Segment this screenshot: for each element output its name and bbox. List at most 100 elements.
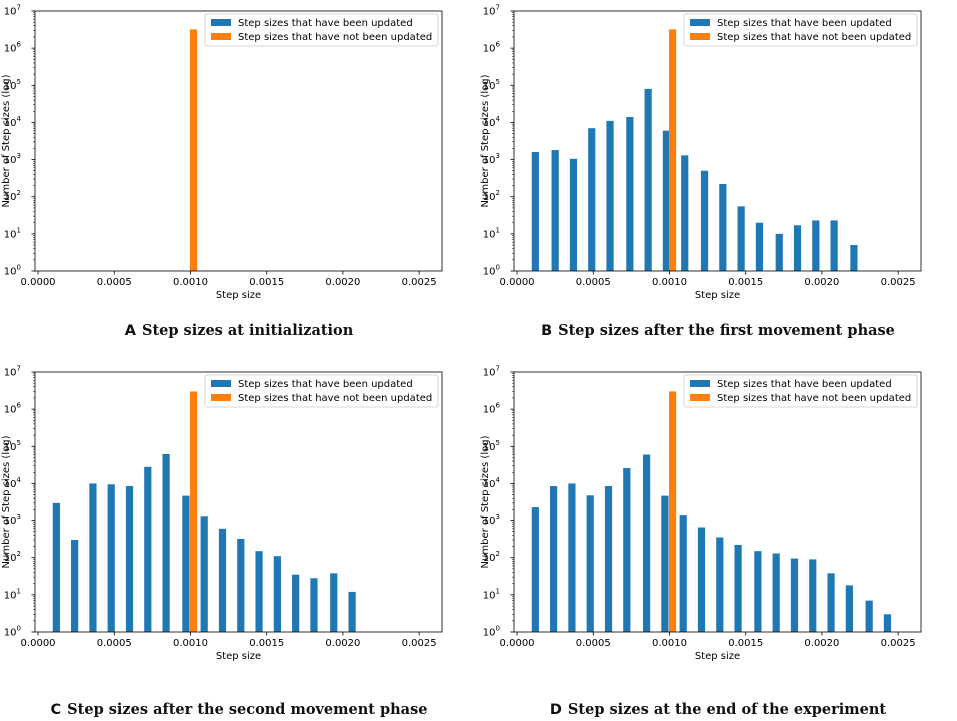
x-tick-label: 0.0010 bbox=[652, 638, 687, 649]
y-axis-label: Number of Step sizes (log) bbox=[480, 74, 491, 207]
legend-label: Step sizes that have not been updated bbox=[238, 393, 432, 404]
y-tick-exponent: 4 bbox=[496, 476, 501, 484]
bar-updated bbox=[52, 502, 60, 632]
bar-updated bbox=[550, 486, 558, 632]
y-tick-label: 106 bbox=[483, 402, 501, 416]
legend-swatch bbox=[690, 394, 710, 401]
panel-b: 0.0000 0.0005 0.0010 0.0015 0.0020 0.0025 100 1… bbox=[479, 0, 957, 360]
bar-updated bbox=[697, 527, 706, 632]
x-tick-label: 0.0025 bbox=[402, 638, 437, 649]
y-tick-exponent: 1 bbox=[17, 226, 21, 234]
legend-label: Step sizes that have not been updated bbox=[717, 393, 911, 404]
x-tick-label: 0.0005 bbox=[97, 638, 132, 649]
y-tick-exponent: 5 bbox=[496, 78, 500, 86]
y-tick-label: 100 bbox=[483, 625, 500, 639]
bar-updated bbox=[809, 559, 817, 632]
y-tick-exponent: 3 bbox=[17, 152, 21, 160]
bar-updated bbox=[89, 483, 97, 632]
legend-box bbox=[683, 374, 918, 408]
bar-updated bbox=[237, 538, 245, 632]
bar-updated bbox=[588, 128, 596, 271]
bar-updated bbox=[310, 578, 318, 632]
bar-not-updated bbox=[668, 391, 677, 632]
y-tick-label: 106 bbox=[4, 402, 22, 416]
y-tick-exponent: 5 bbox=[17, 78, 21, 86]
bar-updated bbox=[755, 222, 764, 271]
y-tick-label: 101 bbox=[4, 226, 21, 240]
bar-updated bbox=[623, 468, 631, 632]
x-axis-label: Step size bbox=[695, 290, 740, 301]
caption-d: D Step sizes at the end of the experiment bbox=[479, 701, 957, 718]
legend-swatch bbox=[211, 394, 231, 401]
bar-updated bbox=[200, 516, 208, 632]
y-axis-label: Number of Step sizes (log) bbox=[480, 435, 491, 568]
y-tick-exponent: 4 bbox=[17, 476, 22, 484]
bar-updated bbox=[644, 88, 652, 271]
legend-swatch bbox=[690, 380, 710, 387]
y-tick-exponent: 1 bbox=[17, 587, 21, 595]
bar-updated bbox=[273, 556, 281, 632]
bar-updated bbox=[793, 225, 802, 271]
bar-updated bbox=[719, 184, 727, 271]
y-tick-label: 100 bbox=[483, 264, 500, 278]
bar-updated bbox=[734, 545, 742, 632]
bar-updated bbox=[812, 220, 820, 271]
plot-frame bbox=[34, 10, 443, 272]
bar-updated bbox=[661, 495, 669, 632]
y-tick-exponent: 3 bbox=[17, 513, 21, 521]
y-tick-label: 107 bbox=[4, 365, 21, 379]
legend-label: Step sizes that have not been updated bbox=[717, 32, 911, 43]
bar-updated bbox=[679, 515, 687, 632]
caption-text: Step sizes after the first movement phas… bbox=[558, 322, 895, 339]
bar-not-updated bbox=[189, 391, 198, 632]
y-tick-exponent: 1 bbox=[496, 587, 500, 595]
bar-updated bbox=[292, 574, 300, 632]
x-tick-label: 0.0020 bbox=[804, 638, 839, 649]
panel-c: 0.0000 0.0005 0.0010 0.0015 0.0020 0.0025 100 1… bbox=[0, 361, 478, 721]
x-tick-label: 0.0000 bbox=[21, 638, 56, 649]
x-axis-label: Step size bbox=[695, 651, 740, 662]
caption-text: Step sizes at initialization bbox=[141, 322, 354, 339]
x-tick-label: 0.0015 bbox=[728, 638, 763, 649]
caption-text: Step sizes at the end of the experiment bbox=[567, 701, 887, 718]
bar-updated bbox=[531, 507, 539, 632]
caption-c: C Step sizes after the second movement ph… bbox=[0, 701, 478, 718]
bar-updated bbox=[716, 537, 724, 632]
x-tick-label: 0.0015 bbox=[249, 277, 284, 288]
bar-updated bbox=[754, 551, 762, 632]
plot-frame bbox=[34, 371, 443, 633]
y-tick-exponent: 2 bbox=[496, 189, 500, 197]
plot-frame bbox=[513, 10, 922, 272]
panel-a: 0.0000 0.0005 0.0010 0.0015 0.0020 0.0025 100 1… bbox=[0, 0, 478, 360]
y-tick-label: 101 bbox=[483, 587, 500, 601]
y-tick-label: 101 bbox=[4, 587, 21, 601]
bar-updated bbox=[606, 120, 614, 271]
y-tick-exponent: 2 bbox=[17, 550, 21, 558]
bar-updated bbox=[700, 170, 709, 271]
y-tick-label: 107 bbox=[4, 4, 21, 18]
y-tick-exponent: 4 bbox=[17, 115, 22, 123]
x-tick-label: 0.0025 bbox=[881, 277, 916, 288]
y-tick-label: 100 bbox=[4, 625, 21, 639]
x-tick-label: 0.0005 bbox=[576, 277, 611, 288]
y-tick-label: 107 bbox=[483, 365, 500, 379]
y-tick-exponent: 4 bbox=[496, 115, 501, 123]
y-tick-exponent: 0 bbox=[496, 625, 500, 633]
y-tick-exponent: 7 bbox=[17, 365, 21, 373]
legend-swatch bbox=[211, 19, 231, 26]
bar-updated bbox=[144, 466, 152, 632]
y-tick-exponent: 6 bbox=[496, 41, 501, 49]
bar-updated bbox=[850, 245, 858, 271]
x-tick-label: 0.0000 bbox=[500, 638, 535, 649]
x-tick-label: 0.0015 bbox=[728, 277, 763, 288]
bar-updated bbox=[790, 558, 799, 632]
caption-b: B Step sizes after the first movement pha… bbox=[479, 322, 957, 339]
bar-updated bbox=[883, 614, 892, 632]
caption-a: A Step sizes at initialization bbox=[0, 322, 478, 339]
y-tick-exponent: 7 bbox=[496, 365, 500, 373]
bar-updated bbox=[218, 528, 227, 632]
bar-updated bbox=[255, 551, 263, 632]
bar-updated bbox=[845, 585, 853, 632]
bar-updated bbox=[586, 495, 594, 632]
legend-swatch bbox=[690, 19, 710, 26]
